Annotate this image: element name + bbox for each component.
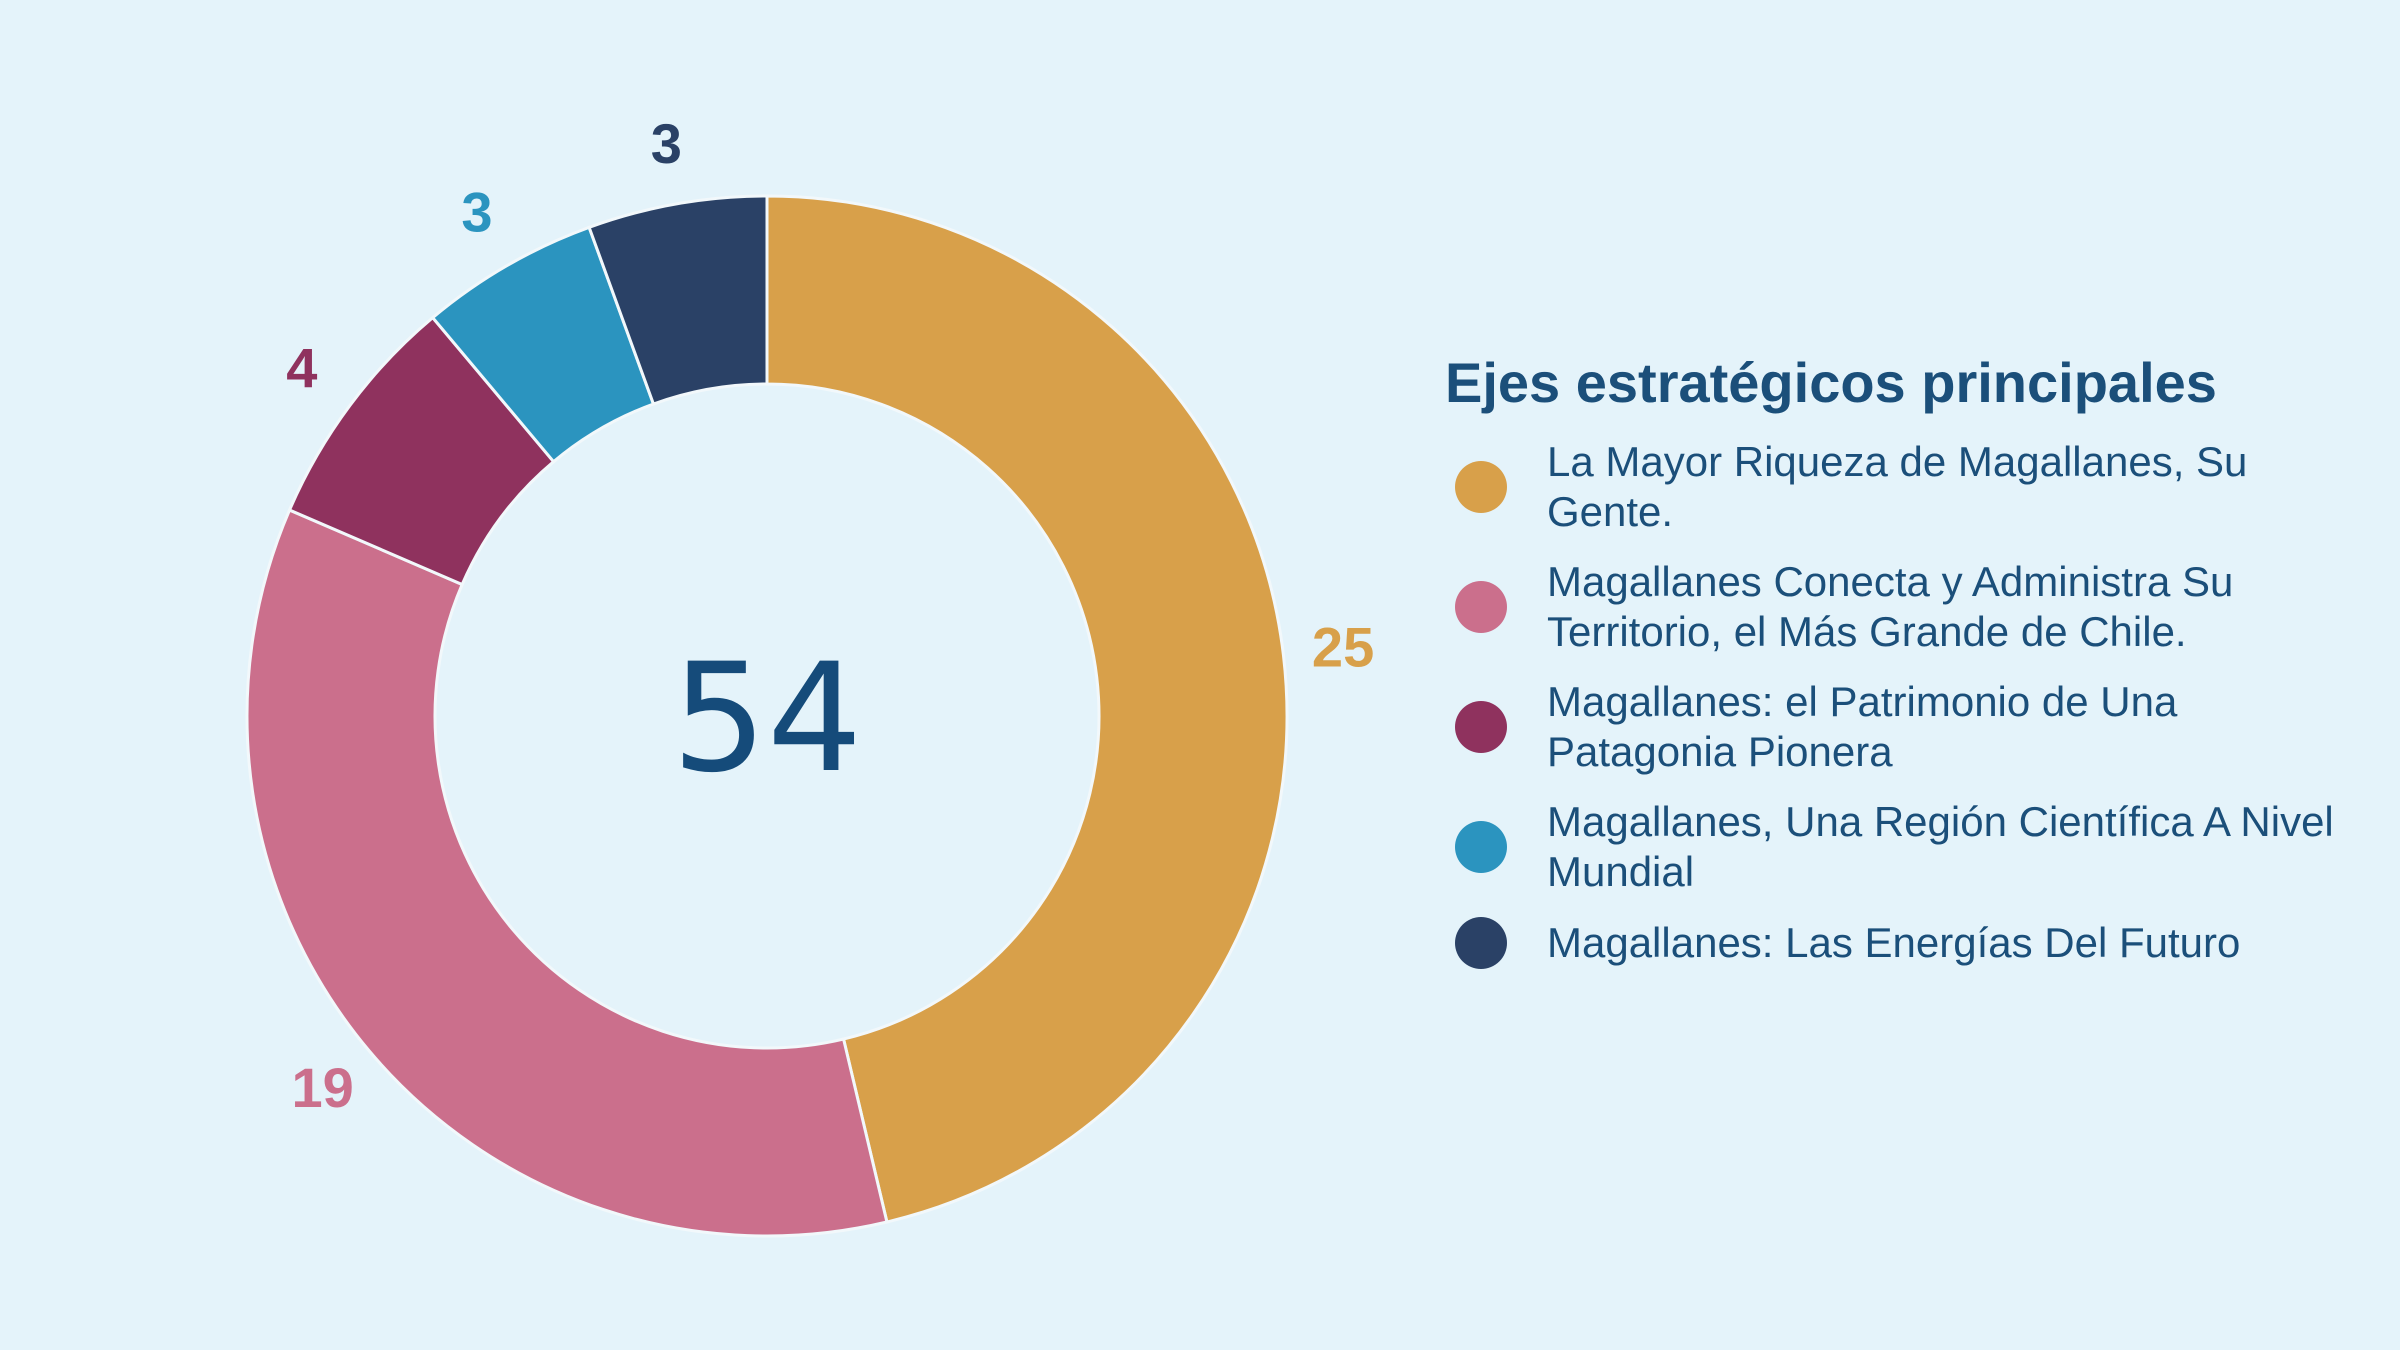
legend-items: La Mayor Riqueza de Magallanes, Su Gente…: [1445, 437, 2345, 969]
donut-slice-5: [587, 194, 769, 406]
legend-label: Magallanes, Una Región Científica A Nive…: [1547, 798, 2334, 895]
legend-label: Magallanes Conecta y Administra Su Terri…: [1547, 558, 2234, 655]
slice-value-label-5: 3: [651, 112, 682, 175]
legend: Ejes estratégicos principales La Mayor R…: [1445, 350, 2345, 989]
donut-chart: 25 19 4 3 3 54: [245, 112, 1374, 1238]
legend-label: La Mayor Riqueza de Magallanes, Su Gente…: [1547, 438, 2248, 535]
legend-label: Magallanes: Las Energías Del Futuro: [1547, 919, 2241, 966]
slice-value-label-4: 3: [461, 181, 492, 244]
legend-item: Magallanes: el Patrimonio de Una Patagon…: [1445, 677, 2345, 777]
donut-slice-1: [765, 194, 1289, 1224]
legend-item: Magallanes, Una Región Científica A Nive…: [1445, 797, 2345, 897]
center-total-label: 54: [672, 632, 863, 806]
slice-value-label-1: 25: [1312, 616, 1374, 679]
slice-value-label-3: 4: [286, 337, 317, 400]
legend-dot-icon: [1455, 581, 1507, 633]
legend-item: Magallanes: Las Energías Del Futuro: [1445, 917, 2345, 969]
legend-item: Magallanes Conecta y Administra Su Terri…: [1445, 557, 2345, 657]
legend-label: Magallanes: el Patrimonio de Una Patagon…: [1547, 678, 2178, 775]
legend-title: Ejes estratégicos principales: [1445, 351, 2217, 414]
legend-dot-icon: [1455, 461, 1507, 513]
legend-dot-icon: [1455, 821, 1507, 873]
legend-item: La Mayor Riqueza de Magallanes, Su Gente…: [1445, 437, 2345, 537]
donut-slices: [245, 194, 1289, 1238]
legend-dot-icon: [1455, 701, 1507, 753]
slice-value-labels: 25 19 4 3 3: [286, 112, 1374, 1119]
legend-dot-icon: [1455, 917, 1507, 969]
slice-value-label-2: 19: [292, 1056, 354, 1119]
donut-slice-2: [245, 508, 889, 1238]
